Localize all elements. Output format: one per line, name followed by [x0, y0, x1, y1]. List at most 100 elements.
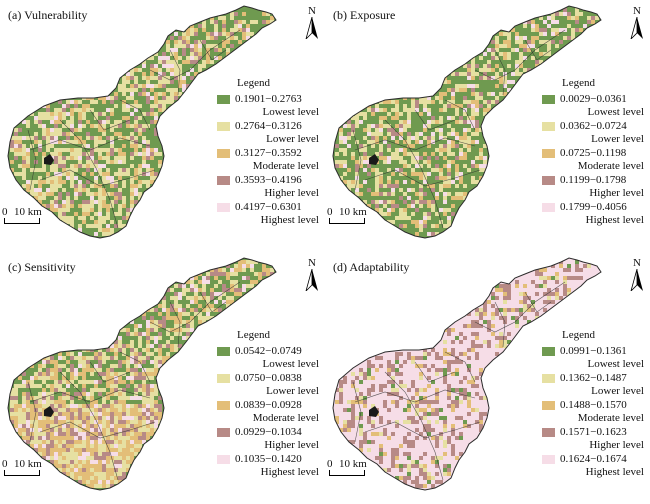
grid-cell: [122, 176, 126, 180]
grid-cell: [519, 276, 523, 280]
grid-cell: [234, 24, 238, 28]
grid-cell: [178, 296, 182, 300]
grid-cell: [463, 340, 467, 344]
reservoir-area: [44, 406, 54, 417]
grid-cell: [62, 368, 66, 372]
grid-cell: [194, 288, 198, 292]
grid-cell: [499, 300, 503, 304]
grid-cell: [222, 280, 226, 284]
grid-cell: [126, 364, 130, 368]
grid-cell: [439, 172, 443, 176]
grid-cell: [86, 168, 90, 172]
grid-cell: [90, 448, 94, 452]
grid-cell: [102, 392, 106, 396]
grid-cell: [118, 216, 122, 220]
grid-cell: [415, 136, 419, 140]
grid-cell: [94, 180, 98, 184]
grid-cell: [78, 200, 82, 204]
grid-cell: [391, 196, 395, 200]
grid-cell: [555, 48, 559, 52]
grid-cell: [483, 64, 487, 68]
grid-cell: [26, 148, 30, 152]
grid-cell: [519, 280, 523, 284]
grid-cell: [367, 136, 371, 140]
grid-cell: [126, 360, 130, 364]
grid-cell: [66, 100, 70, 104]
grid-cell: [10, 392, 14, 396]
grid-cell: [391, 104, 395, 108]
grid-cell: [539, 292, 543, 296]
grid-cell: [371, 356, 375, 360]
grid-cell: [471, 160, 475, 164]
grid-cell: [391, 216, 395, 220]
grid-cell: [543, 28, 547, 32]
grid-cell: [190, 36, 194, 40]
grid-cell: [190, 40, 194, 44]
grid-cell: [86, 116, 90, 120]
grid-cell: [102, 100, 106, 104]
grid-cell: [94, 384, 98, 388]
grid-cell: [499, 92, 503, 96]
grid-cell: [459, 116, 463, 120]
grid-cell: [110, 420, 114, 424]
legend-level: Higher level: [589, 187, 644, 199]
grid-cell: [34, 376, 38, 380]
grid-cell: [18, 412, 22, 416]
grid-cell: [170, 332, 174, 336]
grid-cell: [182, 336, 186, 340]
grid-cell: [395, 164, 399, 168]
grid-cell: [371, 360, 375, 364]
grid-cell: [62, 168, 66, 172]
grid-cell: [431, 144, 435, 148]
grid-cell: [18, 172, 22, 176]
grid-cell: [339, 132, 343, 136]
grid-cell: [158, 412, 162, 416]
grid-cell: [82, 440, 86, 444]
grid-cell: [42, 204, 46, 208]
grid-cell: [70, 128, 74, 132]
grid-cell: [114, 184, 118, 188]
grid-cell: [126, 396, 130, 400]
grid-cell: [166, 80, 170, 84]
grid-cell: [375, 204, 379, 208]
grid-cell: [58, 160, 62, 164]
grid-cell: [194, 308, 198, 312]
grid-cell: [539, 268, 543, 272]
grid-cell: [142, 180, 146, 184]
grid-cell: [427, 108, 431, 112]
grid-cell: [459, 160, 463, 164]
grid-cell: [427, 140, 431, 144]
grid-cell: [363, 188, 367, 192]
grid-cell: [154, 420, 158, 424]
grid-cell: [166, 320, 170, 324]
grid-cell: [503, 40, 507, 44]
grid-cell: [90, 464, 94, 468]
grid-cell: [399, 152, 403, 156]
grid-cell: [463, 352, 467, 356]
township-boundary: [39, 169, 156, 187]
grid-cell: [174, 336, 178, 340]
grid-cell: [66, 112, 70, 116]
grid-cell: [411, 204, 415, 208]
grid-cell: [218, 272, 222, 276]
grid-cell: [74, 156, 78, 160]
grid-cell: [54, 384, 58, 388]
grid-cell: [98, 124, 102, 128]
grid-cell: [527, 32, 531, 36]
grid-cell: [587, 12, 591, 16]
grid-cell: [82, 204, 86, 208]
grid-cell: [206, 300, 210, 304]
grid-cell: [118, 204, 122, 208]
grid-cell: [515, 76, 519, 80]
grid-cell: [395, 364, 399, 368]
grid-cell: [94, 184, 98, 188]
grid-cell: [407, 360, 411, 364]
grid-cell: [170, 340, 174, 344]
grid-cell: [154, 348, 158, 352]
grid-cell: [78, 360, 82, 364]
grid-cell: [206, 280, 210, 284]
grid-cell: [26, 376, 30, 380]
grid-cell: [150, 368, 154, 372]
grid-cell: [407, 196, 411, 200]
grid-cell: [74, 372, 78, 376]
